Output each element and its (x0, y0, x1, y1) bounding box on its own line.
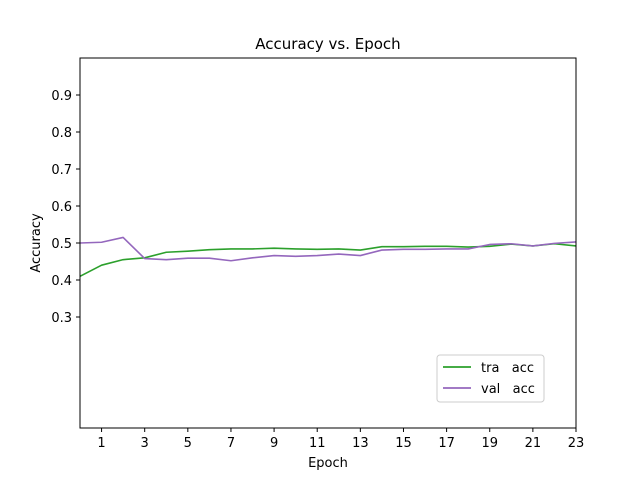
x-tick-label: 5 (184, 436, 192, 451)
x-tick-label: 1 (97, 436, 105, 451)
chart-title: Accuracy vs. Epoch (255, 35, 400, 53)
y-tick-label: 0.7 (51, 163, 72, 178)
y-tick-label: 0.9 (51, 89, 72, 104)
x-tick-label: 3 (141, 436, 149, 451)
legend-label-1: val acc (481, 382, 535, 397)
legend: tra acc val acc (436, 354, 545, 403)
series-line-1 (79, 236, 577, 262)
x-tick-label: 7 (227, 436, 235, 451)
x-tick-label: 13 (352, 436, 369, 451)
series-line-0 (79, 242, 577, 278)
y-tick-label: 0.8 (51, 126, 72, 141)
x-tick-label: 11 (309, 436, 326, 451)
y-tick-label: 0.3 (51, 311, 72, 326)
series-lines (79, 236, 577, 278)
y-tick-label: 0.4 (51, 274, 72, 289)
legend-label-0: tra acc (481, 361, 534, 376)
y-axis-label: Accuracy (29, 213, 44, 273)
x-tick-label: 19 (481, 436, 498, 451)
y-axis-ticks: 0.3 0.4 0.5 0.6 0.7 0.8 0.9 (51, 89, 80, 326)
x-tick-label: 17 (438, 436, 455, 451)
x-axis-label: Epoch (308, 456, 348, 471)
y-tick-label: 0.5 (51, 237, 72, 252)
x-tick-label: 15 (395, 436, 412, 451)
y-tick-label: 0.6 (51, 200, 72, 215)
x-axis-ticks: 1 3 5 7 9 11 13 15 17 19 21 23 (97, 428, 584, 451)
x-tick-label: 23 (568, 436, 585, 451)
x-tick-label: 9 (270, 436, 278, 451)
x-tick-label: 21 (525, 436, 542, 451)
